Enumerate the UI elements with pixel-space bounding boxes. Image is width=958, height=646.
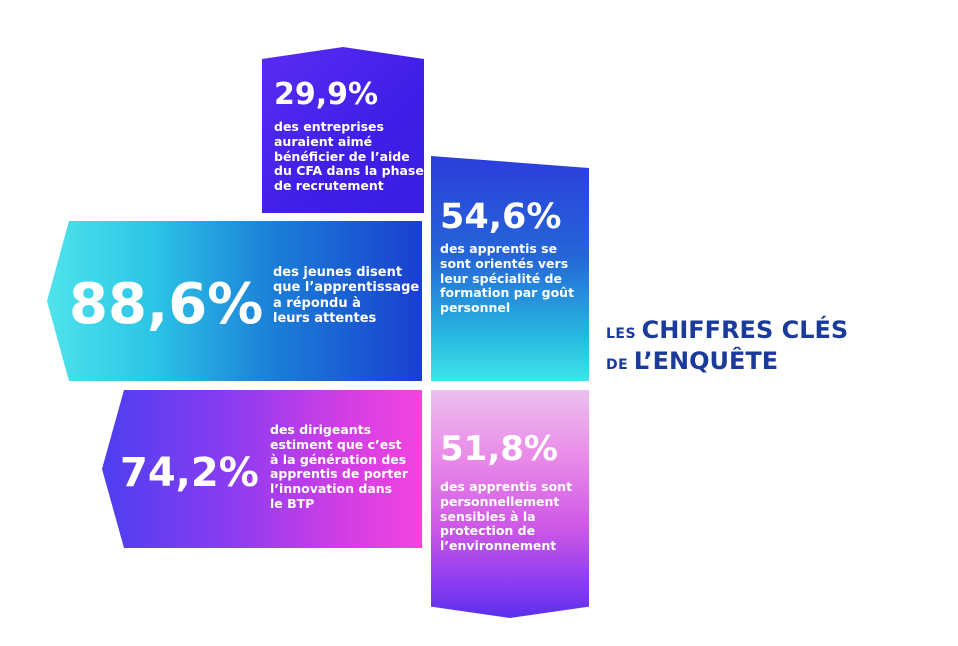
title-prefix: DE (606, 357, 629, 373)
title-prefix: LES (606, 326, 637, 342)
stat-value: 51,8% (440, 429, 558, 469)
stat-tile-environnement: 51,8% des apprentis sont personnellement… (431, 390, 589, 618)
title-line-2: DE L’ENQUÊTE (606, 349, 848, 373)
stat-value: 29,9% (274, 77, 379, 112)
stat-description: des apprentis se sont orientés vers leur… (440, 241, 575, 315)
stat-tile-orientation: 54,6% des apprentis se sont orientés ver… (431, 156, 589, 381)
title-main: L’ENQUÊTE (633, 347, 779, 375)
stat-tile-dirigeants: 74,2% des dirigeants estiment que c’est … (102, 390, 422, 548)
stat-tile-entreprises: 29,9% des entreprises auraient aimé béné… (262, 47, 424, 213)
stat-description: des entreprises auraient aimé bénéficier… (274, 119, 424, 193)
stat-value: 54,6% (440, 197, 562, 237)
stat-value: 88,6% (69, 272, 264, 337)
stat-description: des apprentis sont personnellement sensi… (440, 479, 573, 553)
stat-tile-jeunes: 88,6% des jeunes disent que l’apprentiss… (47, 221, 422, 381)
title-main: CHIFFRES CLÉS (641, 316, 849, 344)
stat-description: des dirigeants estiment que c’est à la g… (270, 422, 409, 511)
title-line-1: LES CHIFFRES CLÉS (606, 318, 848, 342)
stat-value: 74,2% (120, 450, 259, 496)
stat-description: des jeunes disent que l’apprentissage a … (273, 265, 420, 326)
infographic-title: LES CHIFFRES CLÉS DE L’ENQUÊTE (606, 318, 848, 380)
